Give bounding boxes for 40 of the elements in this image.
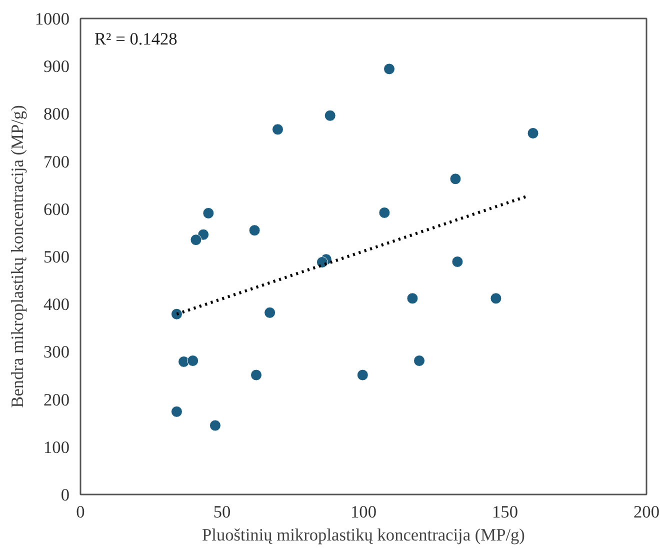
point — [378, 206, 390, 218]
point — [356, 369, 368, 381]
y-tick-label: 500 — [44, 248, 70, 266]
point — [324, 110, 336, 122]
point — [187, 355, 199, 366]
x-tick-label: 150 — [492, 502, 518, 522]
x-tick-label: 100 — [350, 502, 377, 522]
point — [264, 306, 276, 318]
y-tick-label: 600 — [44, 200, 70, 219]
y-axis-title: Bendra mikroplastikų koncentracija (MP/g) — [8, 104, 27, 408]
point — [198, 228, 210, 240]
annotation: R² = 0.1428 — [94, 30, 178, 48]
point — [406, 292, 418, 304]
y-tick-label: 700 — [44, 152, 70, 172]
y-tick-label: 1000 — [34, 10, 70, 28]
point — [452, 256, 464, 268]
point — [272, 124, 284, 136]
point — [190, 234, 202, 246]
y-tick-label: 100 — [44, 438, 70, 457]
x-tick-label: 0 — [76, 502, 85, 522]
y-tick-label: 200 — [44, 390, 70, 410]
point — [384, 63, 396, 75]
point — [248, 224, 260, 236]
x-tick-label: 50 — [213, 502, 231, 522]
point — [527, 127, 539, 139]
point — [490, 292, 502, 304]
y-tick-label: 0 — [60, 486, 70, 504]
point — [450, 173, 462, 185]
point — [202, 207, 214, 219]
y-tick-label: 400 — [44, 295, 70, 314]
point — [250, 369, 262, 381]
y-tick-label: 800 — [44, 104, 70, 124]
x-axis-title: Pluoštinių mikroplastikų koncentracija (MP/g) — [202, 526, 526, 544]
point — [209, 420, 221, 432]
point — [170, 308, 182, 320]
y-tick-label: 900 — [44, 57, 70, 76]
x-tick-label: 200 — [634, 502, 660, 522]
point — [414, 355, 425, 366]
point — [170, 406, 182, 418]
y-tick-label: 300 — [44, 342, 70, 362]
